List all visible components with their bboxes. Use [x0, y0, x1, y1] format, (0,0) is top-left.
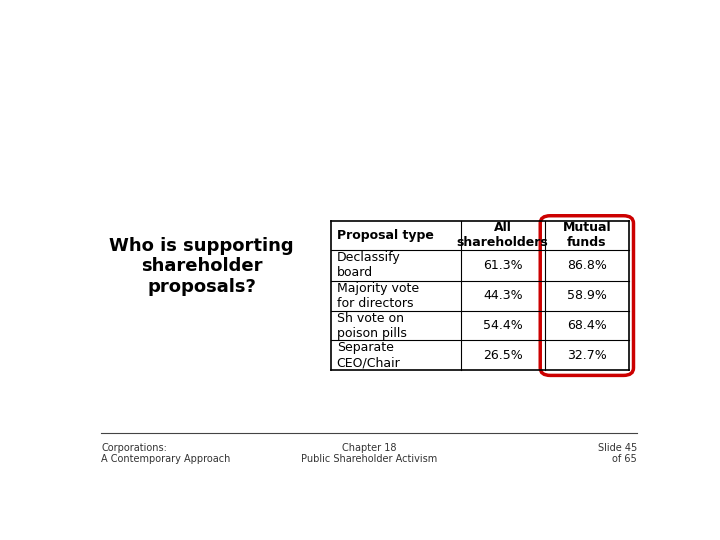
Text: 26.5%: 26.5%: [483, 349, 523, 362]
Text: 54.4%: 54.4%: [483, 319, 523, 332]
Text: Corporations:
A Contemporary Approach: Corporations: A Contemporary Approach: [101, 443, 230, 464]
Text: 86.8%: 86.8%: [567, 259, 607, 272]
Text: 58.9%: 58.9%: [567, 289, 607, 302]
Text: Declassify
board: Declassify board: [337, 251, 400, 279]
Text: Separate
CEO/Chair: Separate CEO/Chair: [337, 341, 400, 369]
Text: Mutual
funds: Mutual funds: [562, 221, 611, 249]
Text: Sh vote on
poison pills: Sh vote on poison pills: [337, 312, 407, 340]
Text: Proposal type: Proposal type: [337, 229, 433, 242]
Text: Chapter 18
Public Shareholder Activism: Chapter 18 Public Shareholder Activism: [301, 443, 437, 464]
Text: 32.7%: 32.7%: [567, 349, 607, 362]
Text: Majority vote
for directors: Majority vote for directors: [337, 281, 419, 309]
Text: All
shareholders: All shareholders: [456, 221, 549, 249]
Text: 68.4%: 68.4%: [567, 319, 607, 332]
Text: 61.3%: 61.3%: [483, 259, 523, 272]
Text: Who is supporting
shareholder
proposals?: Who is supporting shareholder proposals?: [109, 237, 294, 296]
Text: 44.3%: 44.3%: [483, 289, 523, 302]
Text: Slide 45
of 65: Slide 45 of 65: [598, 443, 637, 464]
